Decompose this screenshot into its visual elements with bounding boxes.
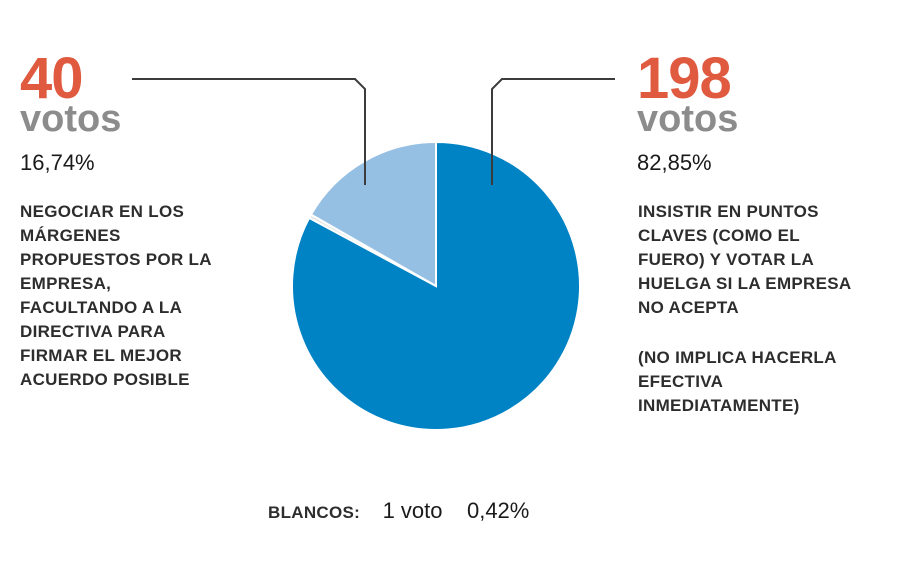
right-vote-unit: votos	[637, 98, 739, 140]
left-desc-line: NEGOCIAR EN LOS	[20, 202, 185, 221]
left-vote-unit: votos	[20, 98, 122, 140]
right-percent: 82,85%	[637, 150, 712, 175]
right-desc-line: FUERO) Y VOTAR LA	[638, 250, 815, 269]
leader-line-right	[491, 78, 615, 185]
right-note-line: INMEDIATAMENTE)	[638, 396, 800, 415]
left-percent: 16,74%	[20, 150, 95, 175]
right-note: (NO IMPLICA HACERLA EFECTIVA INMEDIATAME…	[638, 346, 903, 418]
left-description: NEGOCIAR EN LOS MÁRGENES PROPUESTOS POR …	[20, 200, 270, 392]
left-desc-line: PROPUESTOS POR LA	[20, 250, 212, 269]
right-note-line: EFECTIVA	[638, 372, 724, 391]
left-desc-line: DIRECTIVA PARA	[20, 322, 166, 341]
right-vote-count: 198	[637, 46, 732, 111]
blank-votes-summary: BLANCOS: 1 voto 0,42%	[268, 498, 549, 524]
blank-votes-label: BLANCOS:	[268, 503, 361, 522]
left-vote-count: 40	[20, 46, 84, 111]
left-desc-line: FIRMAR EL MEJOR	[20, 346, 182, 365]
right-description: INSISTIR EN PUNTOS CLAVES (COMO EL FUERO…	[638, 200, 903, 320]
right-desc-line: NO ACEPTA	[638, 298, 739, 317]
blank-votes-percent: 0,42%	[466, 498, 530, 523]
leader-line-left	[132, 78, 366, 185]
right-desc-line: INSISTIR EN PUNTOS	[638, 202, 819, 221]
blank-votes-count: 1 voto	[382, 498, 443, 523]
right-note-line: (NO IMPLICA HACERLA	[638, 348, 837, 367]
right-desc-line: CLAVES (COMO EL	[638, 226, 800, 245]
pie-slice-negociar	[309, 140, 437, 288]
right-desc-line: HUELGA SI LA EMPRESA	[638, 274, 852, 293]
left-desc-line: MÁRGENES	[20, 226, 121, 245]
left-desc-line: EMPRESA,	[20, 274, 112, 293]
left-desc-line: FACULTANDO A LA	[20, 298, 183, 317]
left-desc-line: ACUERDO POSIBLE	[20, 370, 190, 389]
